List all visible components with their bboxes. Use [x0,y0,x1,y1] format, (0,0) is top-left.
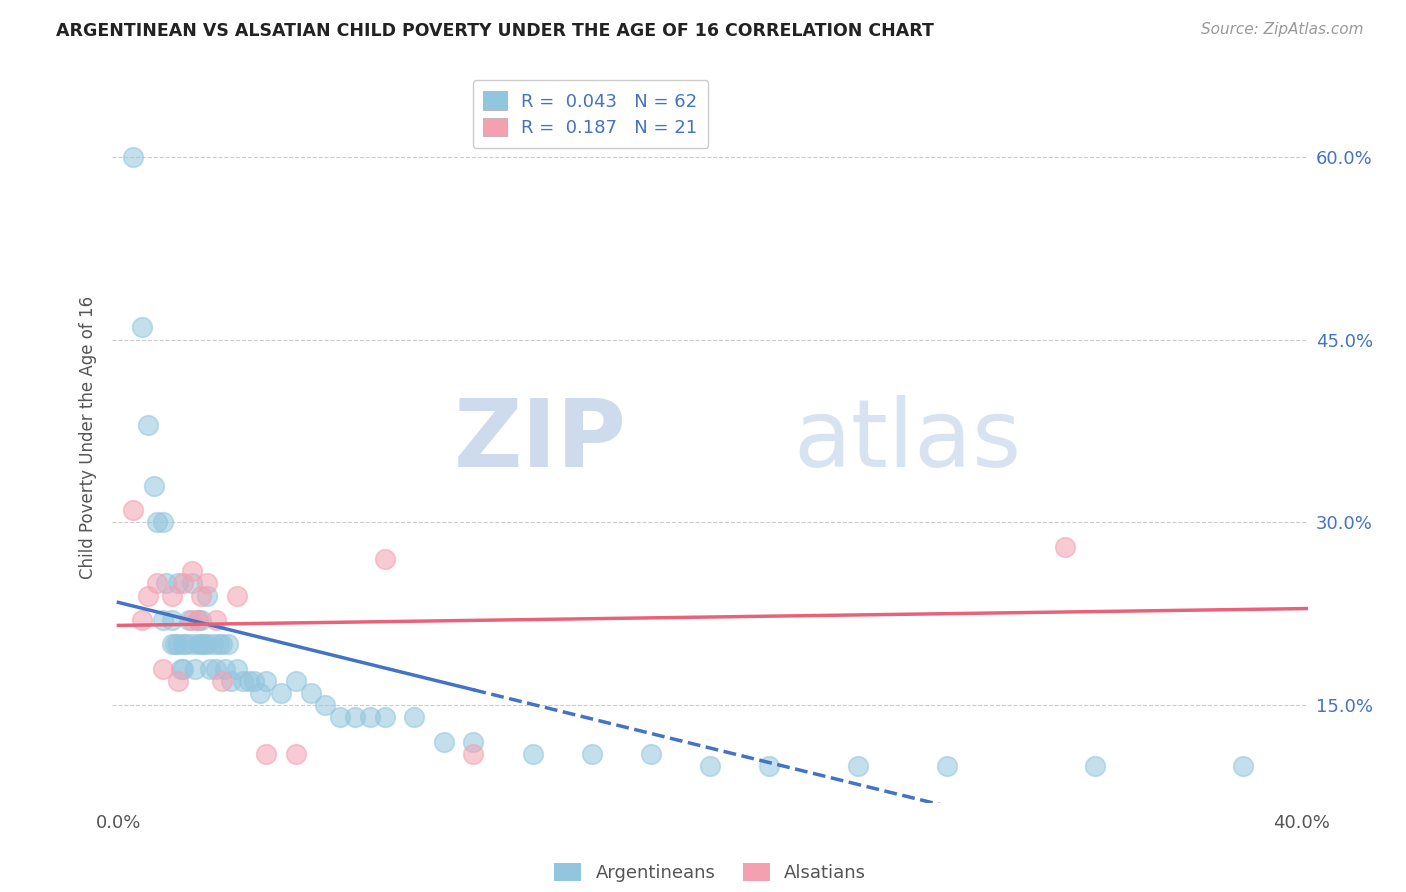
Point [1084,759,1107,773]
Point [172,637,194,651]
Point [463,735,485,749]
Point [581,747,603,761]
Point [131,320,153,334]
Point [155,576,177,591]
Point [284,673,307,688]
Point [1053,540,1076,554]
Point [179,613,201,627]
Point [160,589,183,603]
Point [160,637,183,651]
Point [374,710,396,724]
Point [190,637,212,651]
Point [640,747,662,761]
Point [181,637,204,651]
Point [152,613,174,627]
Point [846,759,869,773]
Point [214,662,236,676]
Text: Source: ZipAtlas.com: Source: ZipAtlas.com [1201,22,1364,37]
Point [238,673,260,688]
Point [758,759,780,773]
Point [344,710,367,724]
Point [433,735,456,749]
Point [181,613,204,627]
Point [169,662,191,676]
Point [211,637,233,651]
Point [146,516,169,530]
Point [359,710,381,724]
Point [205,613,228,627]
Point [146,576,169,591]
Point [190,613,212,627]
Point [205,662,228,676]
Point [935,759,957,773]
Point [122,150,145,164]
Point [131,613,153,627]
Point [136,589,159,603]
Point [152,516,174,530]
Point [195,589,218,603]
Point [163,637,186,651]
Point [211,673,233,688]
Point [270,686,292,700]
Point [136,417,159,432]
Point [198,662,221,676]
Point [404,710,426,724]
Point [225,662,247,676]
Point [176,637,198,651]
Point [166,576,188,591]
Point [522,747,544,761]
Point [217,637,239,651]
Point [208,637,231,651]
Text: atlas: atlas [793,395,1022,487]
Y-axis label: Child Poverty Under the Age of 16: Child Poverty Under the Age of 16 [79,295,97,579]
Point [187,613,209,627]
Point [122,503,145,517]
Text: ZIP: ZIP [454,395,627,487]
Point [254,673,277,688]
Point [187,637,209,651]
Point [243,673,266,688]
Text: ARGENTINEAN VS ALSATIAN CHILD POVERTY UNDER THE AGE OF 16 CORRELATION CHART: ARGENTINEAN VS ALSATIAN CHILD POVERTY UN… [56,22,934,40]
Point [219,673,242,688]
Point [187,613,209,627]
Point [1232,759,1254,773]
Point [202,637,225,651]
Point [195,637,218,651]
Point [172,576,194,591]
Point [142,479,165,493]
Point [190,589,212,603]
Point [193,637,215,651]
Point [184,662,207,676]
Point [195,576,218,591]
Point [166,637,188,651]
Point [160,613,183,627]
Point [225,589,247,603]
Point [699,759,721,773]
Point [152,662,174,676]
Point [181,576,204,591]
Legend: Argentineans, Alsatians: Argentineans, Alsatians [547,855,873,889]
Point [232,673,254,688]
Point [299,686,322,700]
Point [181,564,204,578]
Point [284,747,307,761]
Point [374,552,396,566]
Point [166,673,188,688]
Point [249,686,271,700]
Point [254,747,277,761]
Point [329,710,352,724]
Point [314,698,336,713]
Point [463,747,485,761]
Point [172,662,194,676]
